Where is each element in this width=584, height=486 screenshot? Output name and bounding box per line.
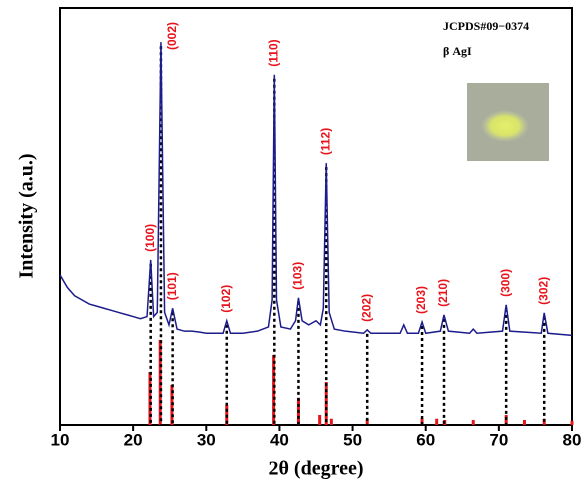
xrd-curve [59,42,573,337]
x-tick-label: 20 [124,430,143,449]
x-tick-label: 70 [489,430,508,449]
hkl-label: (210) [436,279,450,307]
hkl-label: (112) [318,128,332,155]
x-tick-label: 60 [416,430,435,449]
hkl-label: (110) [266,39,280,66]
plot-frame [59,7,573,426]
hkl-label: (300) [498,269,512,297]
x-axis-label: 2θ (degree) [268,458,363,480]
annotation: β AgI [443,44,472,58]
hkl-label: (103) [291,262,305,290]
x-tick-label: 40 [270,430,289,449]
annotation: JCPDS#09−0374 [443,19,529,33]
hkl-label: (302) [536,277,550,305]
x-tick-label: 80 [563,430,582,449]
hkl-label: (101) [165,272,179,300]
hkl-label: (100) [143,224,157,252]
hkl-label: (203) [414,286,428,314]
x-tick-label: 50 [343,430,362,449]
inset-photo [467,83,549,161]
y-axis-label: Intensity (a.u.) [16,153,38,278]
x-tick-label: 10 [51,430,70,449]
hkl-label: (102) [219,285,233,313]
hkl-label: (002) [165,22,179,50]
x-tick-label: 30 [197,430,216,449]
hkl-label: (202) [359,294,373,322]
